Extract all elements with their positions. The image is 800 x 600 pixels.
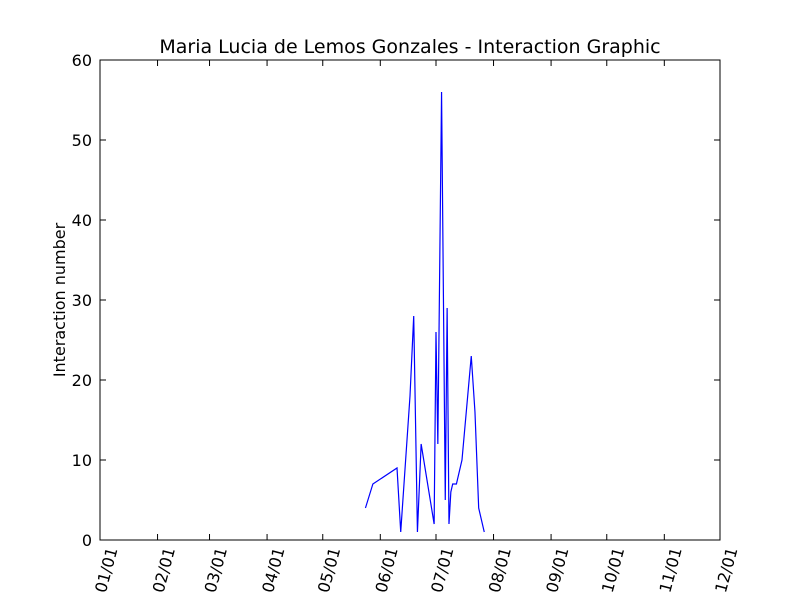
y-tick-label: 20 [72, 371, 92, 390]
data-point [460, 459, 463, 462]
y-tick-label: 60 [72, 51, 92, 70]
data-point [364, 507, 367, 510]
series-line [364, 91, 485, 533]
y-axis-label: Interaction number [50, 222, 69, 377]
y-tick-label: 50 [72, 131, 92, 150]
data-point [399, 531, 402, 534]
data-point [416, 531, 419, 534]
data-point [449, 491, 452, 494]
y-tick-label: 0 [82, 531, 92, 550]
data-point [477, 507, 480, 510]
data-point [483, 531, 486, 534]
data-point [455, 483, 458, 486]
data-point [412, 315, 415, 318]
data-point [446, 307, 449, 310]
data-point [396, 467, 399, 470]
y-tick-label: 10 [72, 451, 92, 470]
data-point [451, 483, 454, 486]
data-point [371, 483, 374, 486]
data-point [420, 443, 423, 446]
data-point [473, 411, 476, 414]
plot-frame [99, 59, 721, 541]
data-point [436, 443, 439, 446]
data-point [470, 355, 473, 358]
data-point [440, 91, 443, 94]
data-point [447, 523, 450, 526]
chart-title: Maria Lucia de Lemos Gonzales - Interact… [159, 36, 660, 58]
data-point [409, 395, 412, 398]
y-tick-label: 40 [72, 211, 92, 230]
data-point [433, 523, 436, 526]
data-point [434, 331, 437, 334]
data-point [444, 499, 447, 502]
y-tick-label: 30 [72, 291, 92, 310]
